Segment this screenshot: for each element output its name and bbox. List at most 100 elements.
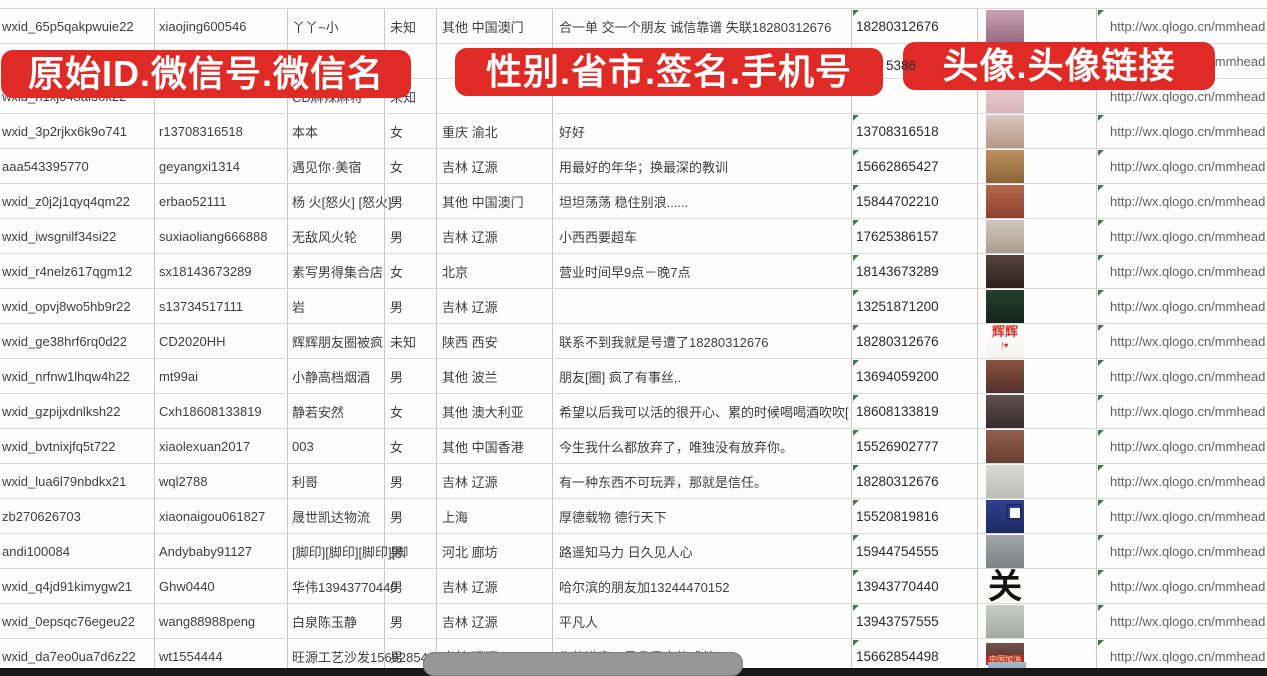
- cell-avatar-link: http://wx.qlogo.cn/mmhead: [1097, 464, 1267, 498]
- cell-original-id: wxid_da7eo0ua7d6z22: [0, 639, 155, 673]
- cell-avatar: [978, 499, 1097, 533]
- cell-phone: 15520819816: [852, 499, 978, 533]
- cell-wechat-name-text: 白泉陈玉静: [292, 614, 358, 630]
- cell-original-id: wxid_gzpijxdnlksh22: [0, 394, 155, 428]
- cell-wechat-id-text: suxiaoliang666888: [159, 228, 268, 244]
- avatar-image: [986, 219, 1024, 253]
- avatar-image: [986, 289, 1024, 323]
- cell-signature-text: 希望以后我可以活的很开心、累的时候喝喝酒吹吹[: [559, 404, 849, 420]
- cell-wechat-name: 无敌风火轮: [288, 219, 385, 253]
- cell-phone: 18280312676: [852, 9, 978, 43]
- cell-wechat-name: 003: [288, 429, 385, 463]
- cell-wechat-name: 岩: [288, 289, 385, 323]
- cell-signature: 今生我什么都放弃了，唯独没有放弃你。: [553, 429, 852, 463]
- cell-gender: 女: [385, 394, 437, 428]
- cell-wechat-id-text: Ghw0440: [159, 578, 215, 594]
- cell-wechat-id-text: sx18143673289: [159, 263, 252, 279]
- cell-avatar: [978, 184, 1097, 218]
- cell-avatar-link: http://wx.qlogo.cn/mmhead: [1097, 569, 1267, 603]
- cell-avatar-link-text: http://wx.qlogo.cn/mmhead: [1110, 263, 1266, 279]
- cell-phone-text: 18280312676: [856, 333, 939, 349]
- cell-wechat-id: Ghw0440: [155, 569, 288, 603]
- cell-signature-text: 联系不到我就是号遭了18280312676: [559, 334, 769, 350]
- table-row: wxid_3p2rjkx6k9o741 r13708316518 本本 女 重庆 渝北 好…: [0, 114, 1267, 149]
- cell-wechat-id: s13734517111: [155, 289, 288, 323]
- cell-wechat-id: xiaonaigou061827: [155, 499, 288, 533]
- cell-original-id: wxid_65p5qakpwuie22: [0, 9, 155, 43]
- cell-wechat-id: wql2788: [155, 464, 288, 498]
- cell-original-id: wxid_z0j2j1qyq4qm22: [0, 184, 155, 218]
- cell-original-id: zb270626703: [0, 499, 155, 533]
- cell-gender-text: 女: [390, 159, 404, 175]
- cell-phone: [852, 79, 978, 113]
- cell-avatar-link-text: http://wx.qlogo.cn/mmhead: [1110, 438, 1266, 454]
- cell-wechat-id: sx18143673289: [155, 254, 288, 288]
- cell-gender: 男: [385, 289, 437, 323]
- cell-avatar: [978, 289, 1097, 323]
- cell-gender-text: 未知: [390, 19, 417, 35]
- cell-avatar-link: http://wx.qlogo.cn/mmhead: [1097, 149, 1267, 183]
- cell-original-id-text: wxid_z0j2j1qyq4qm22: [2, 193, 130, 209]
- cell-phone: 15662865427: [852, 149, 978, 183]
- cell-original-id: wxid_opvj8wo5hb9r22: [0, 289, 155, 323]
- cell-region-text: 其他 中国香港: [442, 439, 524, 455]
- cell-avatar: [978, 429, 1097, 463]
- horizontal-scrollbar-thumb[interactable]: [423, 652, 743, 676]
- cell-gender: 女: [385, 254, 437, 288]
- table-row: wxid_r4nelz617qgm12 sx18143673289 素写男得集合店女…: [0, 254, 1267, 289]
- cell-gender: 女: [385, 429, 437, 463]
- cell-signature-text: 坦坦荡荡 稳住别浪......: [559, 194, 689, 210]
- cell-signature: [553, 79, 852, 113]
- annotation-banner-id-columns: 原始ID.微信号.微信名: [1, 50, 411, 98]
- cell-avatar: 关: [978, 569, 1097, 603]
- cell-gender: 男: [385, 184, 437, 218]
- cell-region: 吉林 辽源: [437, 219, 553, 253]
- cell-phone-text: 13694059200: [856, 368, 939, 384]
- cell-original-id-text: aaa543395770: [2, 158, 89, 174]
- cell-gender-text: 未知: [390, 334, 417, 350]
- cell-wechat-id-text: r13708316518: [159, 123, 243, 139]
- cell-original-id: aaa543395770: [0, 149, 155, 183]
- cell-avatar-link-text: http://wx.qlogo.cn/mmhead: [1110, 543, 1266, 559]
- cell-signature: [553, 289, 852, 323]
- cell-avatar-link-text: http://wx.qlogo.cn/mmhead: [1110, 18, 1266, 34]
- avatar-image: [986, 184, 1024, 218]
- cell-signature: 好好: [553, 114, 852, 148]
- cell-region: 吉林 辽源: [437, 289, 553, 323]
- cell-wechat-id-text: Andybaby91127: [159, 543, 253, 559]
- cell-wechat-name-text: 丫丫~小: [292, 19, 339, 35]
- cell-region-text: 北京: [442, 264, 469, 280]
- cell-avatar: [978, 359, 1097, 393]
- cell-wechat-name: 晟世凯达物流: [288, 499, 385, 533]
- cell-wechat-id-text: CD2020HH: [159, 333, 226, 349]
- cell-phone: 17625386157: [852, 219, 978, 253]
- cell-gender-text: 男: [390, 474, 404, 490]
- cell-gender-text: 男: [390, 229, 404, 245]
- cell-wechat-name-text: 岩: [292, 299, 306, 315]
- cell-signature-text: 有一种东西不可玩弄，那就是信任。: [559, 474, 768, 490]
- cell-signature: 有一种东西不可玩弄，那就是信任。: [553, 464, 852, 498]
- cell-avatar-link-text: http://wx.qlogo.cn/mmhead: [1110, 333, 1266, 349]
- cell-gender: 男: [385, 219, 437, 253]
- cell-original-id: wxid_lua6l79nbdkx21: [0, 464, 155, 498]
- cell-wechat-name-text: 华伟13943770440: [292, 579, 398, 595]
- cell-original-id: wxid_q4jd91kimygw21: [0, 569, 155, 603]
- cell-avatar: 辉辉 !♥: [978, 324, 1097, 358]
- cell-avatar-link: http://wx.qlogo.cn/mmhead: [1097, 184, 1267, 218]
- cell-gender-text: 男: [390, 194, 404, 210]
- cell-wechat-name: 素写男得集合店: [288, 254, 385, 288]
- cell-gender-text: 男: [390, 299, 404, 315]
- cell-gender: [385, 44, 437, 78]
- cell-avatar: [978, 149, 1097, 183]
- cell-gender: 未知: [385, 9, 437, 43]
- cell-phone-text: 15662854498: [856, 648, 939, 664]
- cell-region: 陕西 西安: [437, 324, 553, 358]
- cell-avatar-link: http://wx.qlogo.cn/mmhead: [1097, 499, 1267, 533]
- cell-wechat-id-text: Cxh18608133819: [159, 403, 262, 419]
- cell-wechat-id: geyangxi1314: [155, 149, 288, 183]
- cell-gender-text: 女: [390, 124, 404, 140]
- cell-avatar-link-text: http://wx.qlogo.cn/mmhead: [1110, 403, 1266, 419]
- cell-signature: 小西西要超车: [553, 219, 852, 253]
- cell-signature: 营业时间早9点－晚7点: [553, 254, 852, 288]
